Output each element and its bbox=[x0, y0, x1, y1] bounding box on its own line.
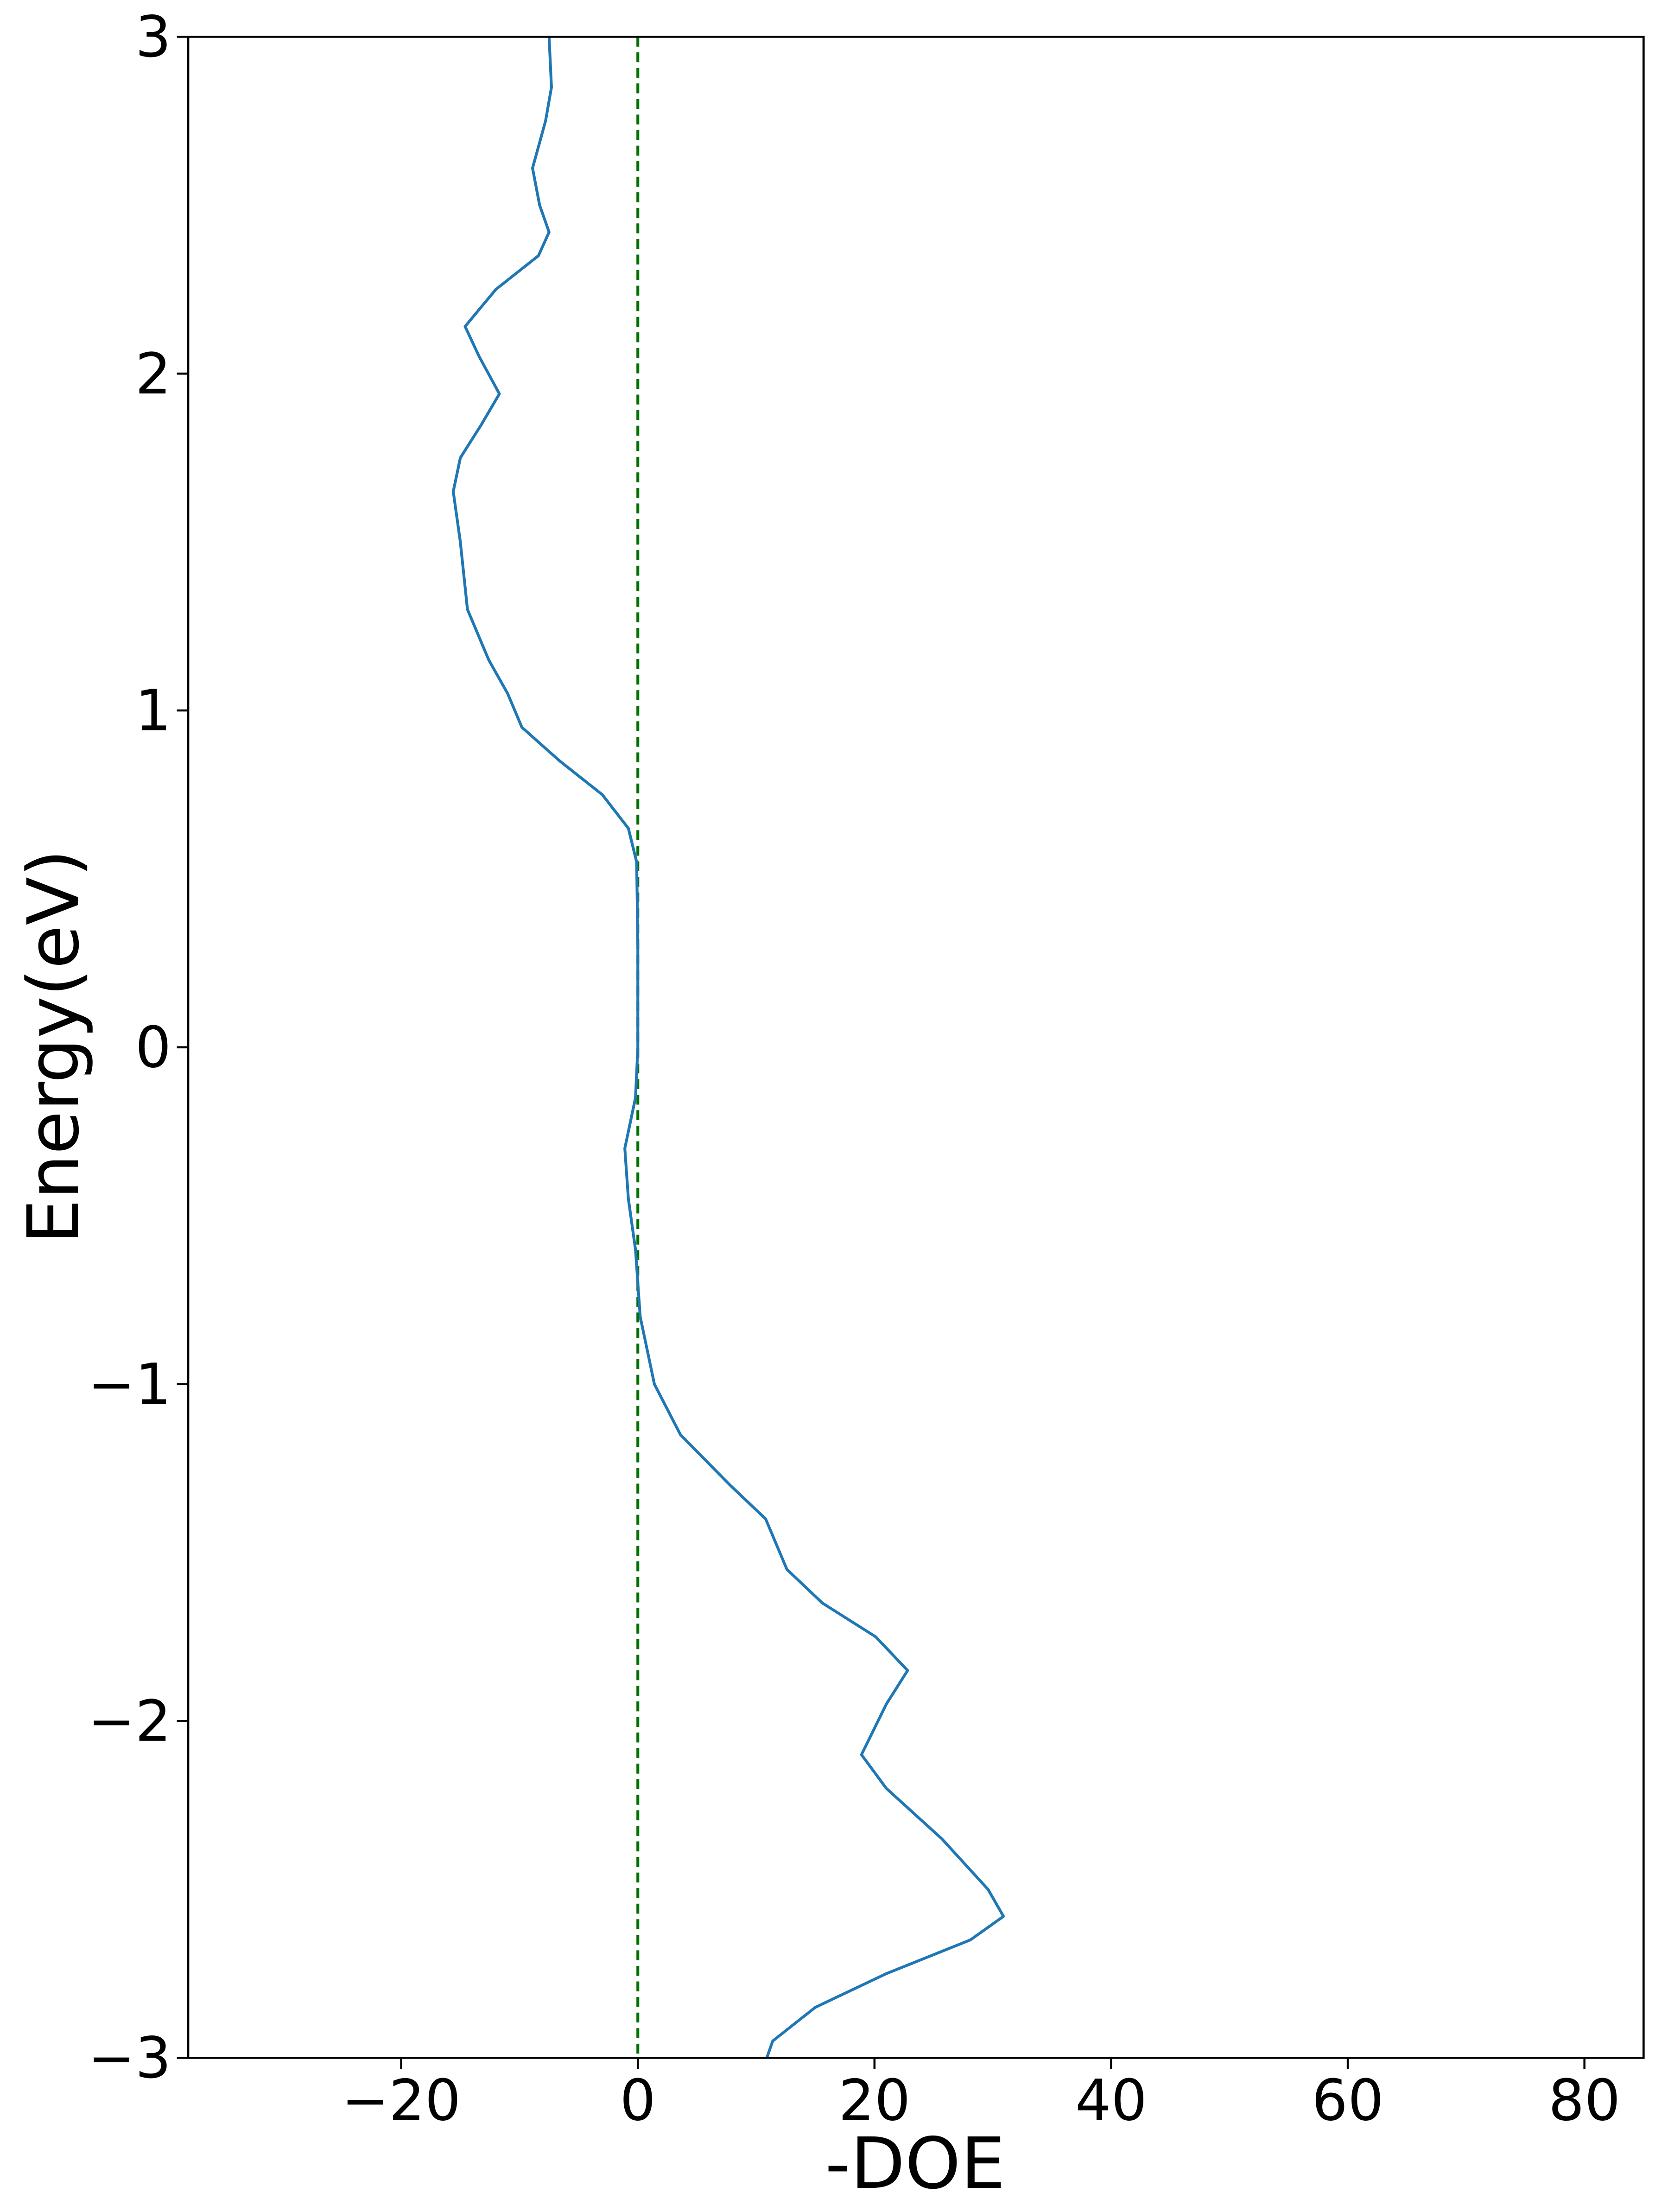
x-axis-label: -DOE bbox=[825, 2122, 1005, 2205]
y-tick-label: 0 bbox=[135, 1015, 171, 1081]
x-tick-label: 80 bbox=[1548, 2068, 1620, 2134]
y-tick-label: 1 bbox=[135, 678, 171, 744]
x-tick-label: 0 bbox=[620, 2068, 656, 2134]
x-tick-label: 40 bbox=[1075, 2068, 1147, 2134]
y-tick-label: 2 bbox=[135, 341, 171, 407]
x-tick-label: 20 bbox=[838, 2068, 910, 2134]
y-tick-label: −1 bbox=[88, 1351, 171, 1417]
plot-frame bbox=[187, 36, 1645, 2059]
y-tick-label: −3 bbox=[88, 2025, 171, 2091]
x-tick-label: −20 bbox=[342, 2068, 461, 2134]
y-tick-label: −2 bbox=[88, 1688, 171, 1754]
x-tick-label: 60 bbox=[1312, 2068, 1383, 2134]
dos-line bbox=[451, 37, 1005, 2059]
y-tick-label: 3 bbox=[135, 4, 171, 70]
y-axis-label: Energy(eV) bbox=[12, 849, 95, 1244]
